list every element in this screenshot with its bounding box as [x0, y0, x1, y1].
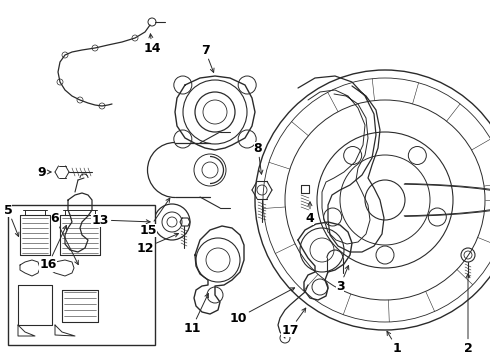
Text: 7: 7	[200, 44, 214, 72]
Text: 6: 6	[50, 211, 78, 265]
Text: 3: 3	[336, 266, 349, 292]
Text: 13: 13	[91, 213, 150, 226]
Text: 5: 5	[3, 203, 19, 237]
Text: 12: 12	[136, 233, 178, 255]
Text: 11: 11	[183, 293, 208, 334]
Text: 1: 1	[387, 331, 401, 355]
Text: 17: 17	[281, 308, 306, 337]
Text: 4: 4	[306, 202, 315, 225]
Text: 9: 9	[38, 166, 51, 179]
Bar	[8, 205, 155, 345]
Text: 10: 10	[229, 288, 294, 324]
Text: 14: 14	[143, 34, 161, 54]
Text: 16: 16	[39, 225, 67, 271]
Text: 8: 8	[254, 141, 263, 174]
Text: 15: 15	[139, 198, 170, 237]
Text: 2: 2	[464, 274, 472, 355]
